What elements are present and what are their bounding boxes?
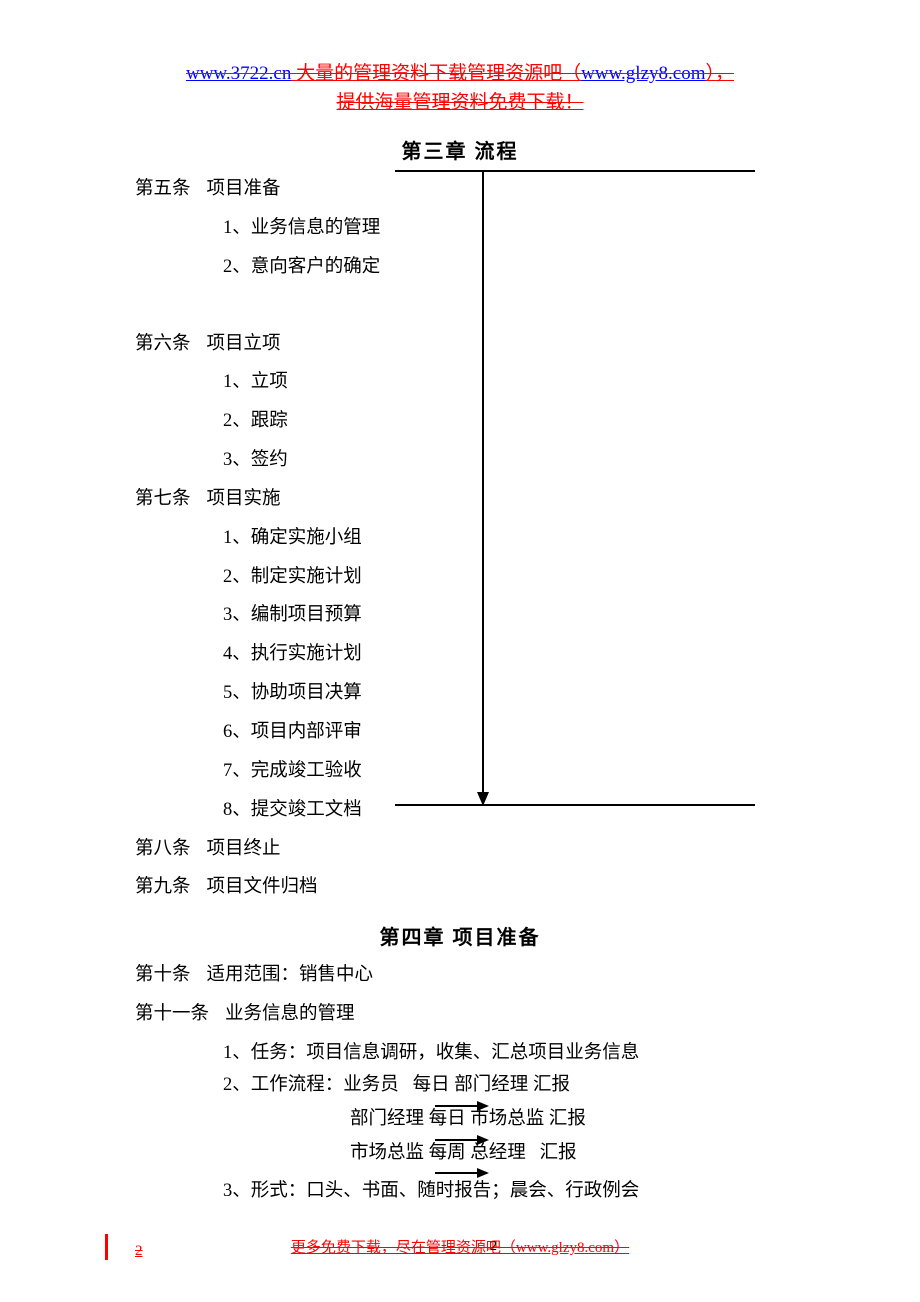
section-11-title: 业务信息的管理: [225, 995, 355, 1034]
section-11-item-2-row-1: 2、工作流程：业务员 每日 部门经理 汇报: [135, 1073, 785, 1099]
list-item: 2、意向客户的确定: [135, 248, 785, 287]
section-10-text: 适用范围：销售中心: [207, 956, 374, 995]
header-line-2: 提供海量管理资料免费下载！: [135, 89, 785, 118]
flow-arrow-3: [435, 1172, 487, 1174]
section-heading: 第八条项目终止: [135, 830, 785, 869]
section-11-item-2-row-2: 部门经理 每日 市场总监 汇报: [135, 1107, 785, 1133]
list-item: 1、立项: [135, 363, 785, 402]
section-heading: 第九条项目文件归档: [135, 868, 785, 907]
section-10-label: 第十条: [135, 956, 191, 995]
chapter-4-content: 第十条 适用范围：销售中心 第十一条 业务信息的管理 1、任务：项目信息调研，收…: [135, 956, 785, 1211]
list-item: 7、完成竣工验收: [135, 752, 785, 791]
list-item: 1、确定实施小组: [135, 519, 785, 558]
section-label: 第八条: [135, 830, 191, 869]
section-11-label: 第十一条: [135, 995, 209, 1034]
list-item: 3、签约: [135, 441, 785, 480]
list-item: 1、业务信息的管理: [135, 209, 785, 248]
flow-top-line: [395, 170, 755, 172]
page-number-center: 2: [490, 1239, 497, 1255]
section-title: 项目立项: [207, 325, 281, 364]
section-heading: 第六条项目立项: [135, 325, 785, 364]
list-item: 5、协助项目决算: [135, 674, 785, 713]
footer-text: 更多免费下载，尽在管理资源吧（www.glzy8.com）: [0, 1236, 920, 1257]
section-label: 第七条: [135, 480, 191, 519]
section-title: 项目实施: [207, 480, 281, 519]
list-item: 4、执行实施计划: [135, 635, 785, 674]
section-title: 项目文件归档: [207, 868, 318, 907]
header-link-2[interactable]: www.glzy8.com: [581, 63, 705, 84]
chapter-4-title: 第四章 项目准备: [135, 921, 785, 950]
section-10: 第十条 适用范围：销售中心: [135, 956, 785, 995]
header-link-1[interactable]: www.3722.cn: [186, 63, 291, 84]
section-label: 第五条: [135, 170, 191, 209]
chapter-3-title: 第三章 流程: [135, 135, 785, 164]
list-item: 6、项目内部评审: [135, 713, 785, 752]
list-item: 2、跟踪: [135, 402, 785, 441]
list-item: 8、提交竣工文档: [135, 791, 785, 830]
section-11-item-2-row-3: 市场总监 每周 总经理 汇报: [135, 1141, 785, 1167]
section-11-item-1: 1、任务：项目信息调研，收集、汇总项目业务信息: [135, 1034, 785, 1073]
header-line-1: www.3722.cn 大量的管理资料下载管理资源吧（www.glzy8.com…: [135, 60, 785, 89]
header-banner: www.3722.cn 大量的管理资料下载管理资源吧（www.glzy8.com…: [135, 60, 785, 117]
section-11-item-3: 3、形式：口头、书面、随时报告；晨会、行政例会: [135, 1172, 785, 1211]
section-label: 第六条: [135, 325, 191, 364]
flow-bottom-line: [395, 804, 755, 806]
flow-vertical-arrow: [482, 170, 484, 804]
chapter-3-content: 第五条项目准备1、业务信息的管理2、意向客户的确定第六条项目立项1、立项2、跟踪…: [135, 170, 785, 907]
section-11: 第十一条 业务信息的管理: [135, 995, 785, 1034]
section-heading: 第七条项目实施: [135, 480, 785, 519]
blank-spacer: [135, 287, 785, 325]
section-label: 第九条: [135, 868, 191, 907]
section-title: 项目终止: [207, 830, 281, 869]
list-item: 2、制定实施计划: [135, 558, 785, 597]
section-title: 项目准备: [207, 170, 281, 209]
section-heading: 第五条项目准备: [135, 170, 785, 209]
list-item: 3、编制项目预算: [135, 596, 785, 635]
